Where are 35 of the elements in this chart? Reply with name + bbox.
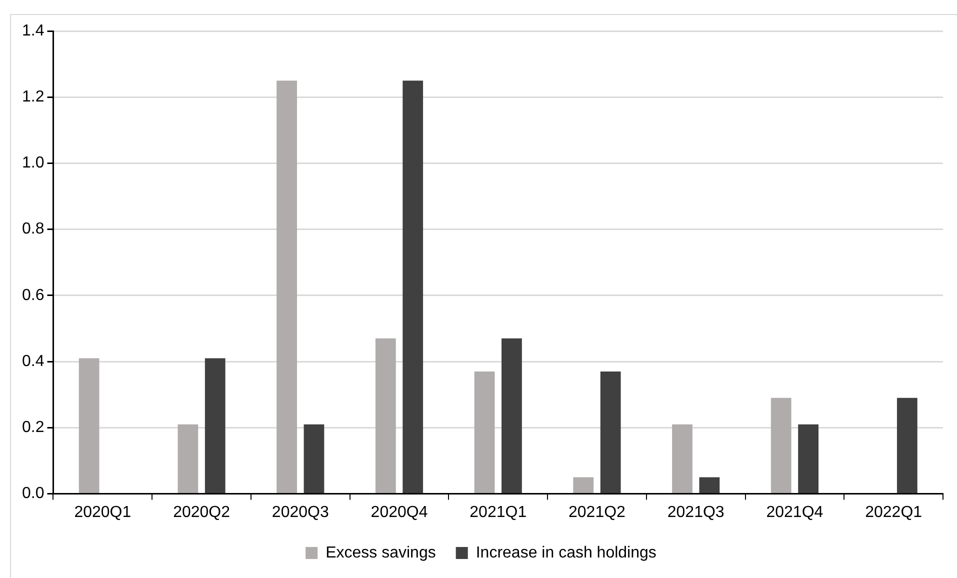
y-tick-label: 0.4 <box>22 352 44 370</box>
x-tick-label: 2021Q1 <box>470 504 527 521</box>
y-tick-label: 1.4 <box>22 22 44 40</box>
y-tick-label: 0.0 <box>22 485 44 502</box>
bar <box>178 424 198 494</box>
x-tick-label: 2021Q4 <box>766 504 824 521</box>
legend-label: Increase in cash holdings <box>476 544 656 562</box>
legend-label: Excess savings <box>326 544 436 562</box>
bar <box>573 477 594 494</box>
y-tick-label: 1.2 <box>22 88 44 106</box>
bar <box>600 371 621 494</box>
y-tick-label: 0.6 <box>22 286 44 304</box>
bar <box>770 398 792 494</box>
bar <box>699 477 720 494</box>
bar <box>502 338 522 494</box>
bar <box>276 80 297 494</box>
bar <box>672 424 692 494</box>
x-tick-label: 2021Q2 <box>568 504 626 521</box>
x-tick-label: 2020Q2 <box>173 504 230 521</box>
bar <box>304 424 324 494</box>
bar <box>375 338 396 494</box>
bar <box>402 80 424 494</box>
bar <box>78 358 100 494</box>
x-tick-label: 2022Q1 <box>865 504 922 521</box>
bar <box>896 398 918 494</box>
y-tick-label: 1.0 <box>22 154 44 172</box>
x-tick-label: 2020Q1 <box>74 504 132 521</box>
y-tick-label: 0.8 <box>22 220 44 238</box>
bar <box>474 371 495 494</box>
x-tick-label: 2020Q4 <box>370 504 428 521</box>
x-tick-label: 2020Q3 <box>272 504 329 521</box>
y-tick-label: 0.2 <box>22 419 44 436</box>
bar <box>798 424 818 494</box>
bar <box>204 358 226 494</box>
x-tick-label: 2021Q3 <box>667 504 724 521</box>
